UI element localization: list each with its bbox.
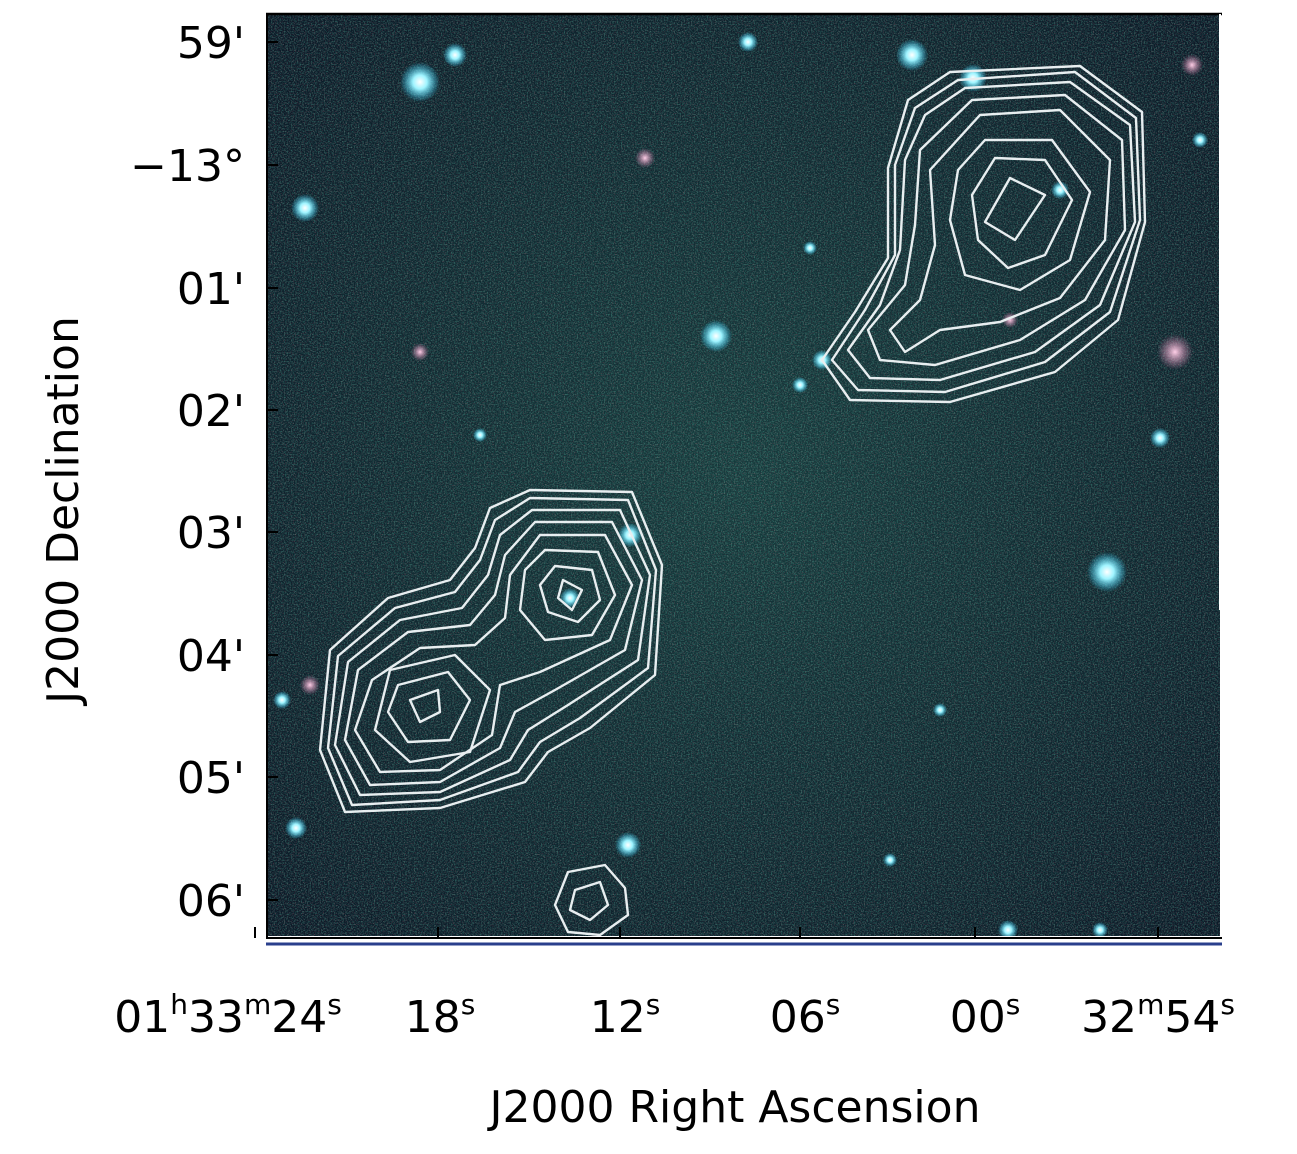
contour-group-lower-left: [318, 488, 664, 814]
star: [1192, 132, 1208, 148]
x-tick-label: 18s: [405, 988, 476, 1043]
y-axis-title: J2000 Declination: [38, 316, 89, 707]
contour: [888, 108, 1112, 354]
contour: [983, 176, 1047, 242]
contour: [353, 533, 634, 774]
y-ticks: [267, 41, 278, 901]
x-tick-label: 06s: [770, 988, 841, 1043]
star: [273, 691, 291, 709]
star: [792, 377, 808, 393]
y-tick-label: 59': [177, 18, 245, 69]
contour-group-bottom: [553, 863, 630, 936]
star: [933, 703, 947, 717]
star: [1157, 334, 1193, 370]
star: [998, 920, 1018, 936]
radio-contours: [318, 64, 1147, 936]
contour: [518, 548, 617, 642]
contour: [408, 688, 442, 724]
contour: [866, 93, 1127, 367]
star: [473, 428, 487, 442]
y-tick-label: 06': [177, 876, 245, 927]
x-ticks: [254, 927, 1159, 938]
contour: [333, 508, 652, 797]
contour: [830, 70, 1142, 394]
x-tick-label: 32m54s: [1081, 988, 1235, 1043]
contour: [553, 863, 630, 936]
x-tick-label: 01h33m24s: [114, 988, 342, 1043]
y-tick-labels: 59' −13° 01' 02' 03' 04' 05' 06': [130, 18, 245, 927]
star: [300, 675, 320, 695]
contour: [568, 880, 610, 922]
x-tick-labels: 01h33m24s 18s 12s 06s 00s 32m54s: [114, 988, 1235, 1043]
contour: [373, 653, 492, 764]
contour: [948, 138, 1092, 292]
star: [615, 832, 641, 858]
star: [1051, 181, 1069, 199]
star: [803, 241, 817, 255]
star: [400, 62, 440, 102]
y-tick-label: 01': [177, 264, 245, 315]
x-tick-label: 00s: [950, 988, 1021, 1043]
y-tick-label: 05': [177, 753, 245, 804]
sky-image: [268, 14, 1220, 936]
sky-noise: [268, 14, 1220, 936]
contour: [970, 156, 1074, 270]
star: [1150, 428, 1170, 448]
contour: [820, 64, 1147, 404]
star: [291, 194, 319, 222]
contour: [318, 488, 664, 814]
plot-frame: [266, 12, 1222, 946]
contour: [846, 80, 1137, 382]
contour: [326, 496, 658, 807]
y-tick-label: −13°: [130, 141, 245, 192]
y-tick-label: 03': [177, 508, 245, 559]
star: [411, 343, 429, 361]
x-axis-title: J2000 Right Ascension: [487, 1082, 981, 1133]
star: [700, 320, 732, 352]
star: [1181, 54, 1203, 76]
contour: [556, 578, 584, 612]
x-tick-label: 12s: [590, 988, 661, 1043]
stars: [273, 32, 1208, 936]
star: [285, 817, 307, 839]
star: [1092, 922, 1108, 936]
star: [896, 39, 928, 71]
star: [1087, 552, 1127, 592]
contour-group-upper-right: [820, 64, 1147, 404]
star: [738, 32, 758, 52]
star: [883, 853, 897, 867]
contour: [343, 520, 644, 787]
star: [635, 148, 655, 168]
star: [618, 523, 642, 547]
y-tick-label: 02': [177, 386, 245, 437]
contour: [386, 670, 472, 744]
star: [443, 43, 467, 67]
contour: [538, 564, 602, 624]
y-tick-label: 04': [177, 631, 245, 682]
